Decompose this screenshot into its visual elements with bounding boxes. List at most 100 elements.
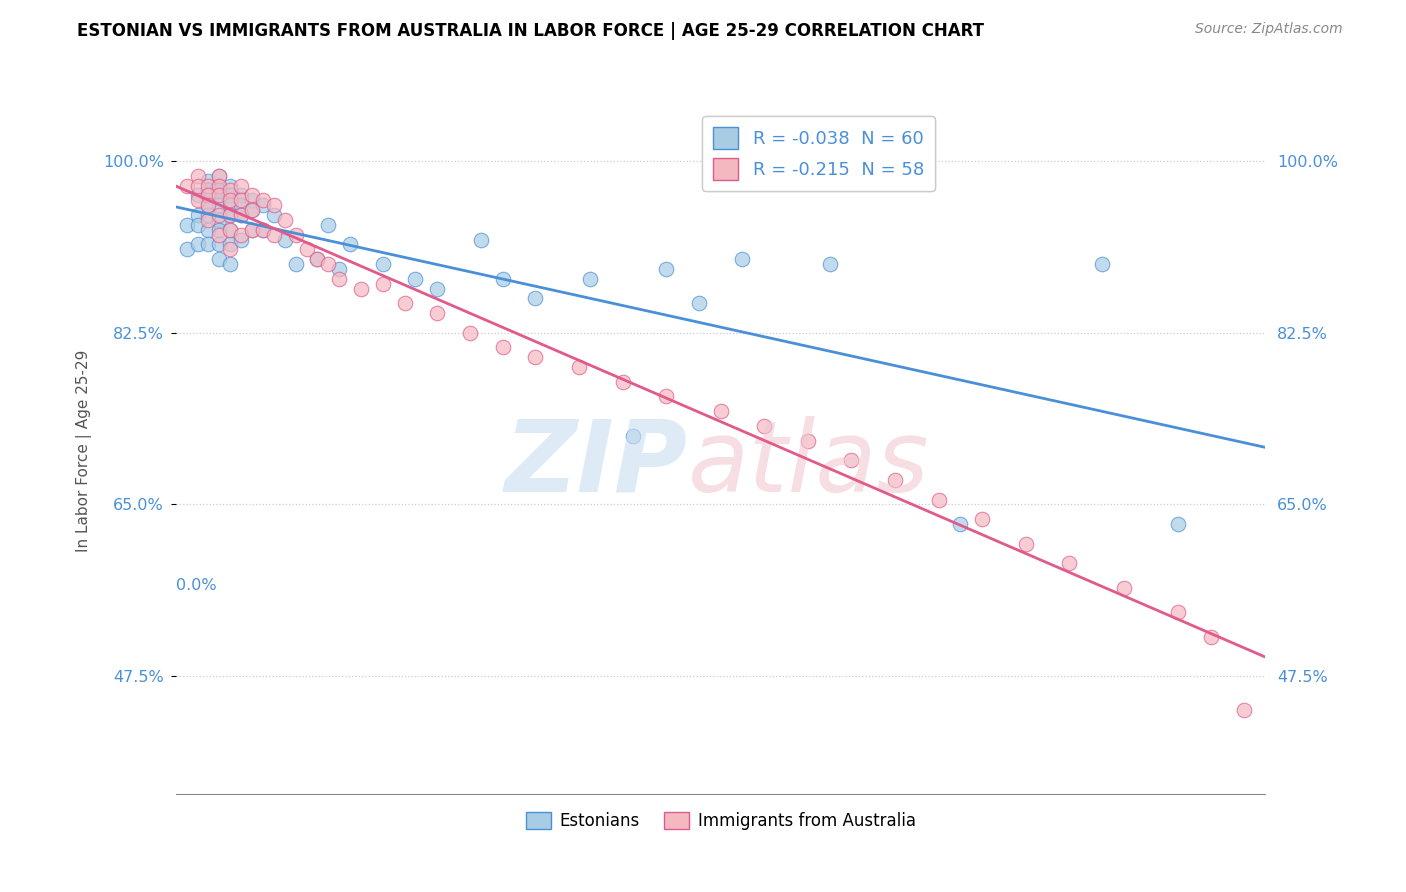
Point [231,188,253,202]
Point [307,252,329,266]
Point [928,492,950,507]
Point [263,227,285,242]
Point [263,208,285,222]
Point [208,208,231,222]
Point [208,222,231,236]
Point [492,340,515,354]
Point [208,184,231,198]
Point [197,178,219,193]
Point [186,237,209,252]
Point [263,198,285,212]
Point [405,271,427,285]
Point [219,198,242,212]
Point [197,213,219,227]
Point [219,242,242,257]
Point [197,198,219,212]
Point [197,237,219,252]
Point [186,194,209,208]
Point [350,282,373,296]
Point [231,227,253,242]
Point [208,169,231,183]
Point [797,434,820,448]
Point [731,252,754,266]
Point [655,262,678,277]
Point [1199,630,1222,644]
Point [884,473,907,487]
Point [231,208,253,222]
Point [274,232,297,246]
Point [197,173,219,188]
Point [208,188,231,202]
Point [818,257,841,271]
Point [970,512,993,526]
Point [284,257,307,271]
Point [284,227,307,242]
Point [492,271,515,285]
Point [1167,605,1189,619]
Y-axis label: In Labor Force | Age 25-29: In Labor Force | Age 25-29 [76,350,91,551]
Point [219,208,242,222]
Point [240,188,263,202]
Point [186,208,209,222]
Point [252,222,274,236]
Point [1167,516,1189,531]
Point [252,222,274,236]
Point [240,222,263,236]
Point [208,169,231,183]
Point [197,222,219,236]
Point [458,326,481,340]
Point [231,194,253,208]
Point [197,188,219,202]
Text: 0.0%: 0.0% [176,577,217,592]
Point [219,188,242,202]
Text: atlas: atlas [688,416,929,513]
Point [426,282,449,296]
Point [208,178,231,193]
Point [328,271,350,285]
Point [197,198,219,212]
Point [240,222,263,236]
Point [655,389,678,403]
Point [318,257,340,271]
Point [524,350,547,364]
Point [318,218,340,232]
Text: ESTONIAN VS IMMIGRANTS FROM AUSTRALIA IN LABOR FORCE | AGE 25-29 CORRELATION CHA: ESTONIAN VS IMMIGRANTS FROM AUSTRALIA IN… [77,22,984,40]
Point [612,375,634,389]
Point [208,252,231,266]
Point [295,242,318,257]
Point [197,184,219,198]
Point [1015,536,1038,550]
Legend: R = -0.038  N = 60, R = -0.215  N = 58: R = -0.038 N = 60, R = -0.215 N = 58 [702,116,935,191]
Point [176,178,198,193]
Point [219,222,242,236]
Point [219,237,242,252]
Point [186,178,209,193]
Point [274,213,297,227]
Point [208,188,231,202]
Point [371,257,394,271]
Point [710,404,733,418]
Point [841,453,863,467]
Point [1112,581,1135,595]
Point [426,306,449,320]
Point [688,296,710,310]
Point [219,178,242,193]
Point [371,277,394,291]
Point [1232,703,1256,717]
Point [240,194,263,208]
Text: Source: ZipAtlas.com: Source: ZipAtlas.com [1195,22,1343,37]
Point [231,208,253,222]
Point [754,418,776,433]
Point [197,208,219,222]
Point [240,203,263,218]
Text: ZIP: ZIP [505,416,688,513]
Point [252,194,274,208]
Point [208,237,231,252]
Point [524,291,547,305]
Point [219,257,242,271]
Point [219,208,242,222]
Point [231,232,253,246]
Point [186,188,209,202]
Point [1091,257,1114,271]
Point [219,222,242,236]
